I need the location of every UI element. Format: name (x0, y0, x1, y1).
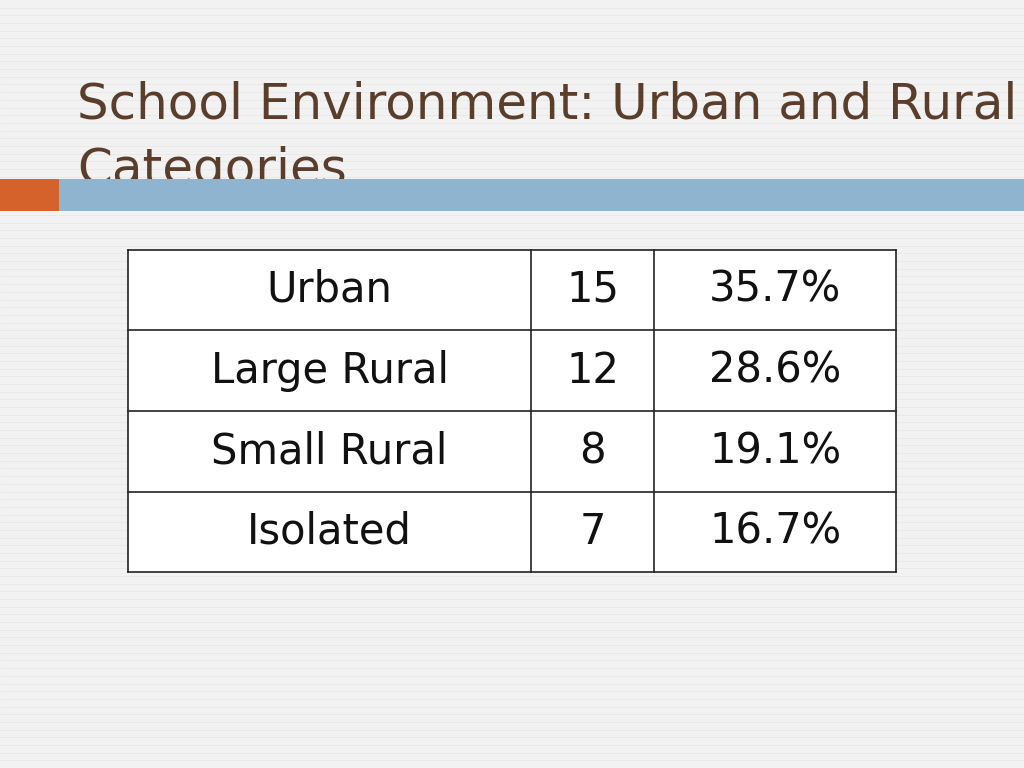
Text: Small Rural: Small Rural (211, 430, 447, 472)
Bar (737, 588, 993, 753)
Text: Isolated: Isolated (247, 511, 412, 553)
Text: 28.6%: 28.6% (709, 349, 841, 392)
Text: 19.1%: 19.1% (709, 430, 841, 472)
Text: 12: 12 (566, 349, 620, 392)
Text: Urban: Urban (266, 269, 392, 311)
Text: School Environment: Urban and Rural: School Environment: Urban and Rural (77, 81, 1017, 128)
Bar (59, 179, 1024, 211)
Text: 16.7%: 16.7% (709, 511, 841, 553)
Bar (128, 250, 896, 572)
Bar (0, 179, 59, 211)
Text: Categories: Categories (77, 146, 347, 194)
Text: 7: 7 (580, 511, 606, 553)
Text: 35.7%: 35.7% (709, 269, 841, 311)
Bar (389, 588, 635, 753)
Text: 8: 8 (580, 430, 606, 472)
Text: 15: 15 (566, 269, 620, 311)
Bar (41, 588, 297, 753)
Text: Large Rural: Large Rural (211, 349, 449, 392)
